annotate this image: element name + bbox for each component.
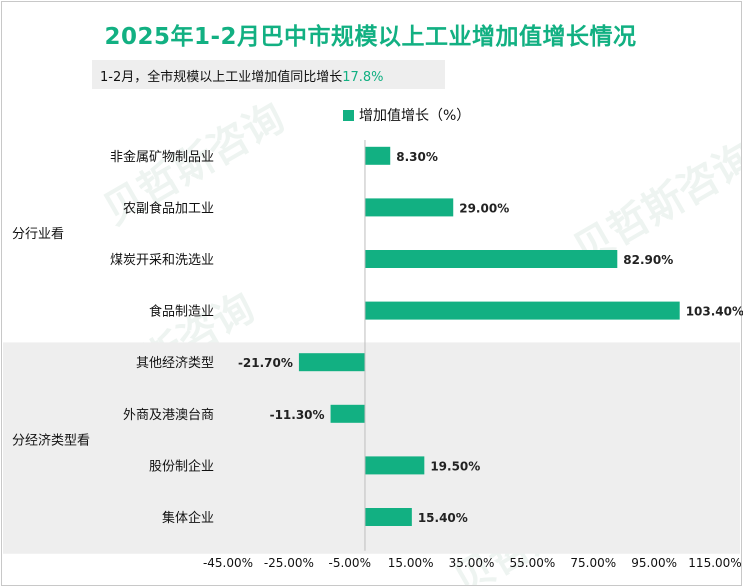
category-label: 集体企业 [162,510,214,526]
data-label: 15.40% [418,511,468,525]
data-label: 82.90% [623,253,673,267]
data-label: 19.50% [430,459,480,473]
chart-title: 2025年1-2月巴中市规模以上工业增加值增长情况 [104,24,637,50]
subtitle-text: 1-2月，全市规模以上工业增加值同比增长 [100,70,343,85]
group-label-0: 分行业看 [12,226,64,242]
bar [330,404,365,423]
legend-swatch [343,109,354,121]
x-tick-label: 35.00% [449,556,495,570]
bar [364,456,425,475]
x-tick-label: 55.00% [509,556,555,570]
data-label: -21.70% [238,356,293,370]
category-label: 食品制造业 [149,304,214,320]
data-label: 103.40% [686,305,743,319]
category-label: 煤炭开采和洗选业 [110,253,214,268]
bar [364,250,618,268]
legend: 增加值增长（%） [343,105,470,125]
category-label: 外商及港澳台商 [123,407,214,423]
x-tick-label: 15.00% [388,556,434,570]
category-label: 其他经济类型 [136,356,214,371]
subtitle: 1-2月，全市规模以上工业增加值同比增长17.8% [100,66,384,85]
x-tick-label: -45.00% [203,556,253,570]
data-label: 29.00% [459,201,509,215]
x-tick-label: 115.00% [688,556,741,570]
legend-label: 增加值增长（%） [359,108,471,124]
x-tick-label: -5.00% [329,556,371,570]
data-label: -11.30% [270,408,325,422]
category-label: 农副食品加工业 [123,200,214,216]
category-label: 股份制企业 [149,458,214,474]
bar [298,353,365,372]
data-label: 8.30% [396,150,438,164]
category-label: 非金属矿物制品业 [110,149,214,165]
bar [364,301,680,320]
group-label-1: 分经济类型看 [12,433,90,449]
bar [364,146,391,165]
x-tick-label: -25.00% [264,556,314,570]
x-tick-label: 95.00% [631,556,677,570]
subtitle-value: 17.8% [342,70,384,85]
bar [364,508,412,526]
subtitle-box [92,60,445,89]
bar [364,198,454,217]
x-tick-label: 75.00% [570,556,616,570]
